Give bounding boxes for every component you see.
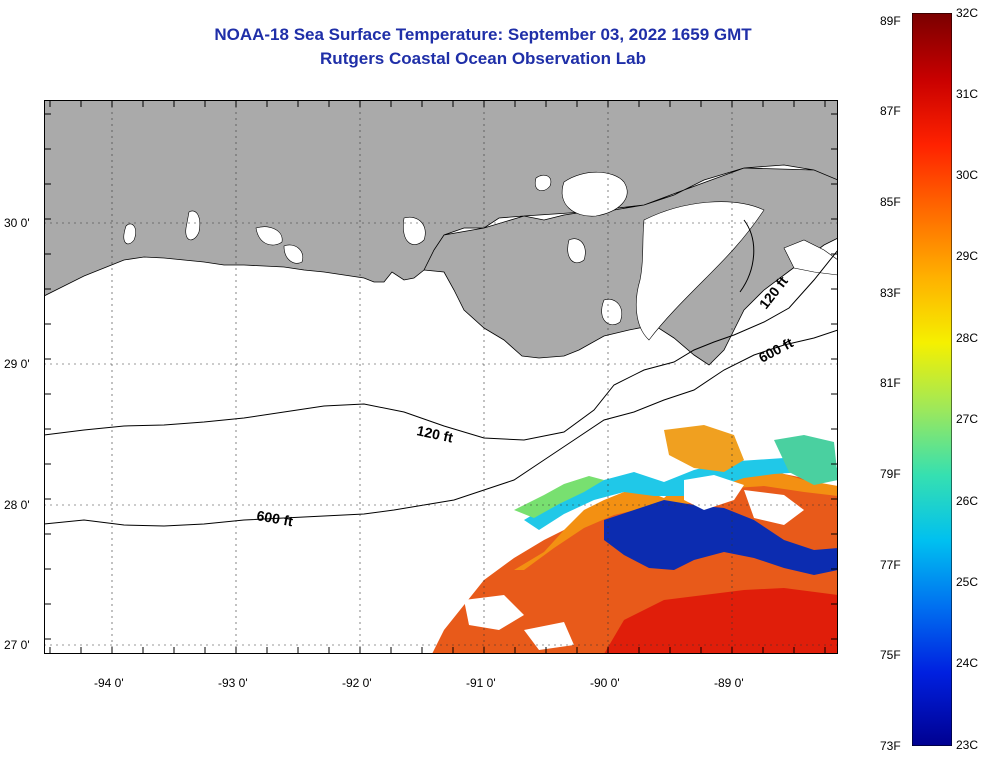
- colorbar-c-label: 30C: [956, 168, 979, 182]
- map-subtitle: Rutgers Coastal Ocean Observation Lab: [320, 49, 646, 68]
- colorbar-c-label: 32C: [956, 6, 979, 20]
- lake-calcasieu: [185, 210, 201, 241]
- contour-label-600-west: 600 ft: [255, 507, 294, 529]
- colorbar-f-label: 81F: [880, 376, 901, 390]
- sst-cold-pool: [604, 500, 838, 575]
- x-tick-label: -93 0': [218, 676, 248, 690]
- lake-maurepas: [534, 174, 552, 191]
- sst-ne-patch: [774, 435, 838, 485]
- colorbar-f-label: 73F: [880, 739, 901, 753]
- y-tick-label: 28 0': [4, 498, 30, 512]
- colorbar-c-label: 31C: [956, 87, 979, 101]
- marsh-breton: [601, 298, 623, 326]
- sst-hot-region: [604, 588, 838, 654]
- y-tick-label: 29 0': [4, 357, 30, 371]
- y-tick-label: 27 0': [4, 638, 30, 652]
- colorbar-f-label: 87F: [880, 104, 901, 118]
- colorbar-f-label: 77F: [880, 558, 901, 572]
- cloud-gap: [464, 595, 524, 630]
- sst-map: 120 ft 120 ft 600 ft 600 ft: [44, 100, 838, 654]
- cloud-gap: [744, 490, 804, 525]
- marsh-terrebonne: [403, 216, 426, 245]
- contour-120ft: [44, 249, 838, 441]
- colorbar-c-label: 27C: [956, 412, 979, 426]
- sst-green-edge: [514, 476, 604, 518]
- colorbar-c-label: 28C: [956, 331, 979, 345]
- x-tick-label: -94 0': [94, 676, 124, 690]
- contour-label-120-west: 120 ft: [415, 422, 454, 445]
- chandeleur-islands: [739, 219, 755, 293]
- temperature-colorbar: [912, 13, 952, 746]
- x-tick-label: -89 0': [714, 676, 744, 690]
- lake-west: [123, 223, 137, 245]
- colorbar-c-label: 25C: [956, 575, 979, 589]
- lake-grand: [255, 226, 283, 246]
- y-tick-label: 30 0': [4, 216, 30, 230]
- colorbar-c-label: 24C: [956, 656, 979, 670]
- colorbar-f-label: 75F: [880, 648, 901, 662]
- colorbar-f-label: 85F: [880, 195, 901, 209]
- x-tick-label: -90 0': [590, 676, 620, 690]
- graticule: [44, 100, 838, 654]
- map-frame: [44, 100, 838, 654]
- frame-ticks: [44, 100, 838, 654]
- marsh-delta: [636, 201, 765, 341]
- x-tick-label: -91 0': [466, 676, 496, 690]
- colorbar-f-label: 89F: [880, 14, 901, 28]
- colorbar-c-label: 26C: [956, 494, 979, 508]
- map-title: NOAA-18 Sea Surface Temperature: Septemb…: [214, 25, 752, 44]
- sst-north-patch: [664, 425, 744, 472]
- colorbar-c-label: 29C: [956, 249, 979, 263]
- sst-field: [432, 425, 838, 654]
- cloud-gap: [684, 475, 744, 510]
- cloud-gap: [524, 622, 574, 650]
- colorbar-f-label: 83F: [880, 286, 901, 300]
- x-tick-label: -92 0': [342, 676, 372, 690]
- lake-white: [283, 244, 304, 264]
- marsh-barataria: [567, 238, 586, 264]
- sst-cyan-front: [524, 458, 838, 530]
- colorbar-c-label: 23C: [956, 738, 979, 752]
- lake-pontchartrain: [561, 171, 628, 217]
- colorbar-f-label: 79F: [880, 467, 901, 481]
